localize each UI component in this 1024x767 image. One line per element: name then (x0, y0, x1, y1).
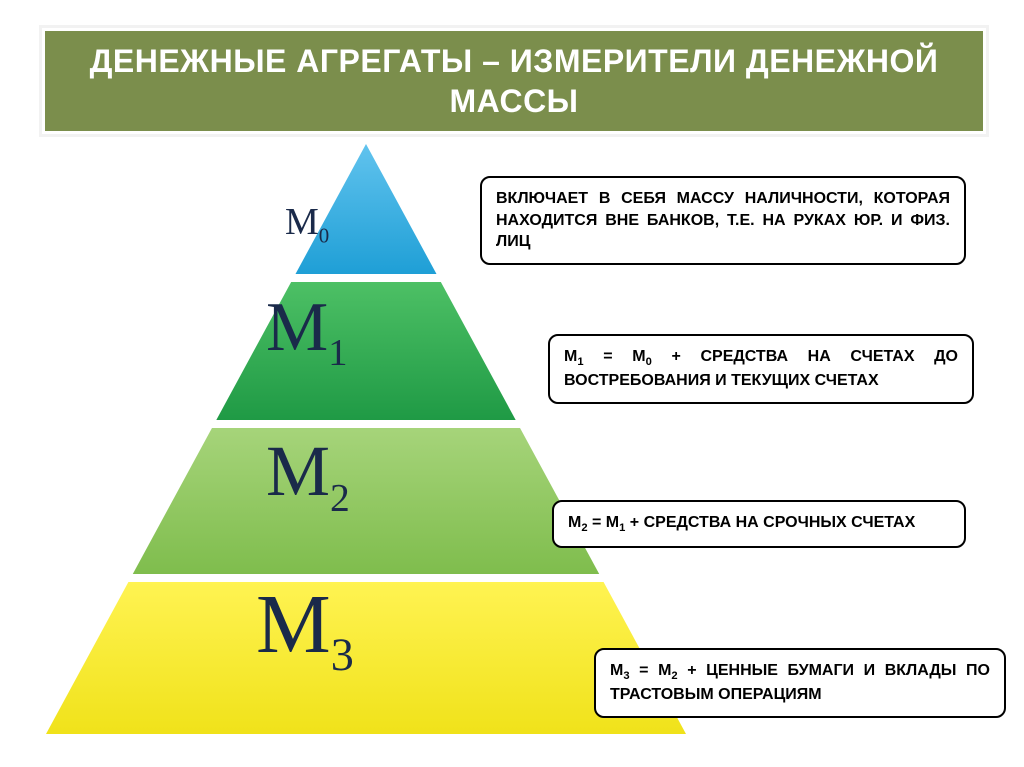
level-label-m3: M3 (256, 576, 354, 681)
level-label-m2: M2 (266, 430, 350, 520)
level-label-m0: M0 (285, 200, 329, 249)
pyramid-level-m2 (133, 428, 599, 574)
page-title: ДЕНЕЖНЫЕ АГРЕГАТЫ – ИЗМЕРИТЕЛИ ДЕНЕЖНОЙ … (42, 28, 986, 134)
pyramid-level-m1 (216, 282, 515, 420)
callout-m0: ВКЛЮЧАЕТ В СЕБЯ МАССУ НАЛИЧНОСТИ, КОТОРА… (480, 176, 966, 265)
callout-m3: M3 = M2 + ЦЕННЫЕ БУМАГИ И ВКЛАДЫ ПО ТРАС… (594, 648, 1006, 718)
pyramid-level-m3 (46, 582, 686, 734)
callout-m1: M1 = M0 + СРЕДСТВА НА СЧЕТАХ ДО ВОСТРЕБО… (548, 334, 974, 404)
callout-m2: M2 = M1 + СРЕДСТВА НА СРОЧНЫХ СЧЕТАХ (552, 500, 966, 548)
page-title-text: ДЕНЕЖНЫЕ АГРЕГАТЫ – ИЗМЕРИТЕЛИ ДЕНЕЖНОЙ … (45, 41, 983, 121)
level-label-m1: M1 (266, 288, 348, 375)
